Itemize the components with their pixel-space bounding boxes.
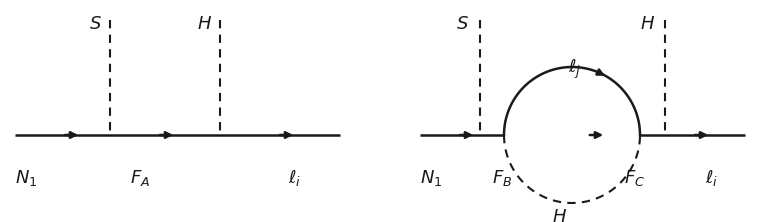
Text: $H$: $H$: [552, 208, 568, 222]
Text: $H$: $H$: [197, 15, 213, 33]
Text: $N_1$: $N_1$: [420, 168, 442, 188]
Text: $\ell_j$: $\ell_j$: [568, 58, 581, 81]
Text: $S$: $S$: [456, 15, 469, 33]
Text: $\ell_i$: $\ell_i$: [706, 168, 719, 188]
Text: $F_A$: $F_A$: [130, 168, 150, 188]
Text: $F_B$: $F_B$: [492, 168, 512, 188]
Text: $F_C$: $F_C$: [624, 168, 645, 188]
Text: $H$: $H$: [641, 15, 655, 33]
Text: $N_1$: $N_1$: [15, 168, 37, 188]
Text: $\ell_i$: $\ell_i$: [289, 168, 302, 188]
Text: $S$: $S$: [88, 15, 101, 33]
